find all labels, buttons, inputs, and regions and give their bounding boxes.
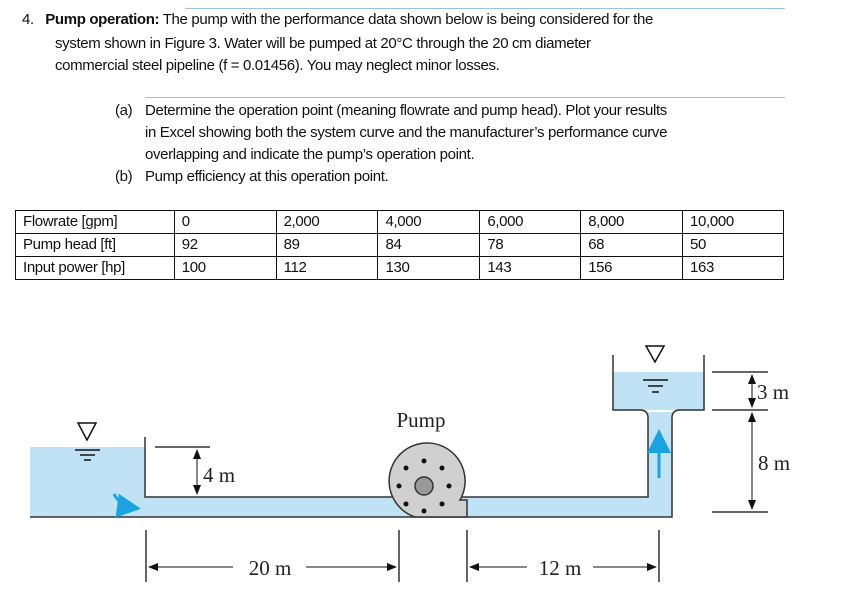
table-cell: 84	[377, 233, 481, 257]
problem-line-3: commercial steel pipeline (f = 0.01456).…	[55, 57, 500, 74]
table-cell: 143	[479, 256, 582, 280]
dim-label-3m: 3 m	[757, 380, 789, 404]
dim-label-12m: 12 m	[539, 556, 582, 580]
flow-arrow-icon	[112, 493, 141, 518]
table-cell: 6,000	[479, 210, 582, 234]
problem-line-2: system shown in Figure 3. Water will be …	[55, 35, 591, 52]
problem-line-1: 4. Pump operation: The pump with the per…	[22, 9, 653, 31]
table-cell: 10,000	[682, 210, 784, 234]
table-cell: 130	[377, 256, 481, 280]
free-surface-left-icon	[75, 422, 100, 461]
dim-label-20m: 20 m	[249, 556, 292, 580]
table-cell: 100	[173, 256, 277, 280]
upper-tank-water	[613, 372, 704, 410]
rule	[145, 97, 785, 98]
table-cell: 8,000	[580, 210, 684, 234]
table-cell: 0	[173, 210, 277, 234]
part-a-line-1: Determine the operation point (meaning f…	[145, 102, 667, 119]
pipe-lower-wall	[30, 355, 705, 518]
dim-label-4m: 4 m	[203, 463, 235, 487]
part-a-line-3: overlapping and indicate the pump’s oper…	[145, 146, 475, 163]
rule	[185, 8, 785, 9]
text: The pump with the performance data shown…	[159, 11, 654, 28]
part-a-label: (a)	[115, 102, 133, 119]
part-b-line-1: Pump efficiency at this operation point.	[145, 168, 389, 185]
pump-label: Pump	[396, 408, 445, 432]
problem-title: Pump operation:	[45, 11, 160, 28]
part-a-line-2: in Excel showing both the system curve a…	[145, 124, 668, 141]
pump-icon	[388, 442, 468, 518]
table-cell: 92	[173, 233, 277, 257]
free-surface-right-icon	[643, 345, 668, 393]
table-cell: 163	[682, 256, 784, 280]
table-cell: 112	[275, 256, 379, 280]
table-cell: 50	[682, 233, 784, 257]
part-b-label: (b)	[115, 168, 133, 185]
row-header: Flowrate [gpm]	[15, 210, 175, 234]
pipe-upper-wall	[144, 355, 649, 498]
problem-number: 4.	[22, 11, 34, 28]
table-cell: 156	[580, 256, 684, 280]
table-row: Flowrate [gpm] 0 2,000 4,000 6,000 8,000 10,00…	[15, 210, 784, 234]
pump-performance-table: Flowrate [gpm] 0 2,000 4,000 6,000 8,000 10,00…	[15, 210, 784, 280]
table-row: Pump head [ft] 92 89 84 78 68 50	[15, 233, 784, 257]
row-header: Input power [hp]	[15, 256, 175, 280]
table-row: Input power [hp] 100 112 130 143 156 163	[15, 256, 784, 280]
dim-label-8m: 8 m	[758, 451, 790, 475]
